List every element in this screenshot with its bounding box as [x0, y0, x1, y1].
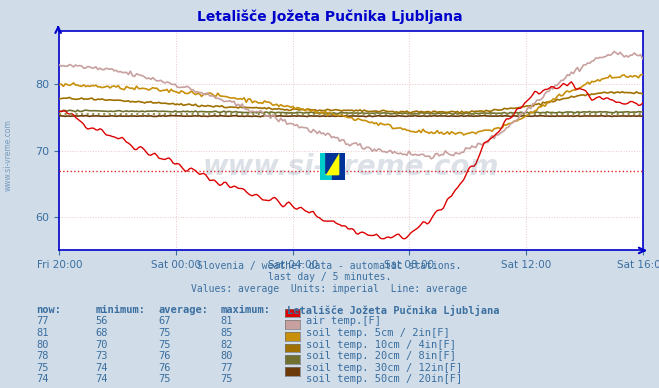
Text: 76: 76: [158, 351, 171, 361]
Text: soil temp. 20cm / 8in[F]: soil temp. 20cm / 8in[F]: [306, 351, 457, 361]
Text: 74: 74: [96, 374, 108, 385]
Bar: [332, 153, 345, 180]
Text: 78: 78: [36, 351, 49, 361]
Text: 75: 75: [158, 328, 171, 338]
Text: 70: 70: [96, 340, 108, 350]
Text: last day / 5 minutes.: last day / 5 minutes.: [268, 272, 391, 282]
Text: Letališče Jožeta Pučnika Ljubljana: Letališče Jožeta Pučnika Ljubljana: [287, 305, 499, 315]
Text: 75: 75: [158, 340, 171, 350]
Text: 75: 75: [221, 374, 233, 385]
Text: soil temp. 10cm / 4in[F]: soil temp. 10cm / 4in[F]: [306, 340, 457, 350]
Text: average:: average:: [158, 305, 208, 315]
Text: Values: average  Units: imperial  Line: average: Values: average Units: imperial Line: av…: [191, 284, 468, 294]
Text: 80: 80: [221, 351, 233, 361]
Text: 82: 82: [221, 340, 233, 350]
Text: 73: 73: [96, 351, 108, 361]
Polygon shape: [326, 153, 339, 174]
Text: 67: 67: [158, 316, 171, 326]
Text: 80: 80: [36, 340, 49, 350]
Text: 77: 77: [221, 363, 233, 373]
Text: now:: now:: [36, 305, 61, 315]
Text: air temp.[F]: air temp.[F]: [306, 316, 382, 326]
Text: 75: 75: [36, 363, 49, 373]
Text: 76: 76: [158, 363, 171, 373]
Text: Letališče Jožeta Pučnika Ljubljana: Letališče Jožeta Pučnika Ljubljana: [196, 10, 463, 24]
Text: www.si-vreme.com: www.si-vreme.com: [203, 153, 499, 181]
Text: 68: 68: [96, 328, 108, 338]
Text: 75: 75: [158, 374, 171, 385]
Text: Slovenia / weather data - automatic stations.: Slovenia / weather data - automatic stat…: [197, 261, 462, 271]
Text: soil temp. 50cm / 20in[F]: soil temp. 50cm / 20in[F]: [306, 374, 463, 385]
Text: www.si-vreme.com: www.si-vreme.com: [3, 119, 13, 191]
Text: 85: 85: [221, 328, 233, 338]
Polygon shape: [326, 153, 339, 174]
Text: 81: 81: [221, 316, 233, 326]
Text: 74: 74: [96, 363, 108, 373]
Text: soil temp. 5cm / 2in[F]: soil temp. 5cm / 2in[F]: [306, 328, 450, 338]
Bar: [320, 153, 332, 180]
Text: soil temp. 30cm / 12in[F]: soil temp. 30cm / 12in[F]: [306, 363, 463, 373]
Bar: [326, 153, 339, 174]
Text: 74: 74: [36, 374, 49, 385]
Text: 81: 81: [36, 328, 49, 338]
Text: maximum:: maximum:: [221, 305, 271, 315]
Text: 77: 77: [36, 316, 49, 326]
Text: minimum:: minimum:: [96, 305, 146, 315]
Text: 56: 56: [96, 316, 108, 326]
